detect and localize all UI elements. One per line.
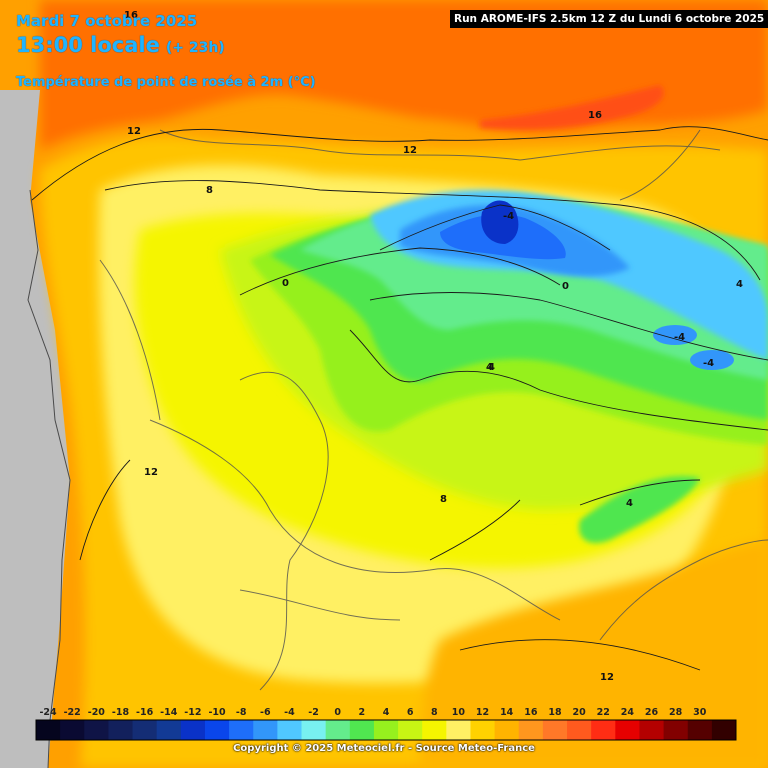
legend-tick-label: -4 [284, 707, 295, 718]
legend-color-box [615, 720, 640, 740]
contour-label: 8 [206, 185, 213, 196]
legend-tick-label: 26 [645, 707, 659, 718]
legend-tick-label: -14 [160, 707, 178, 718]
contour-label: 12 [127, 126, 141, 137]
legend-tick-label: 8 [431, 707, 438, 718]
legend-color-box [180, 720, 206, 740]
land-green-se [579, 476, 700, 544]
legend-color-box [494, 720, 520, 740]
contour-label: 12 [144, 467, 158, 478]
legend-tick-label: -20 [88, 707, 106, 718]
legend-tick-label: -10 [208, 707, 226, 718]
legend-color-box [518, 720, 544, 740]
legend-tick-label: 16 [524, 707, 538, 718]
contour-label: 8 [440, 494, 447, 505]
contour-label: -4 [503, 211, 514, 222]
contour-label: 4 [486, 362, 493, 373]
cold-blue-deep [481, 200, 519, 244]
contour-label: 12 [403, 145, 417, 156]
legend-color-box [108, 720, 134, 740]
legend-color-box [639, 720, 665, 740]
legend-color-box [253, 720, 278, 740]
legend-tick-label: 30 [693, 707, 707, 718]
legend-color-box [542, 720, 568, 740]
grey-strip [0, 90, 70, 768]
legend-tick-label: 18 [548, 707, 562, 718]
cold-spot-east-1 [653, 325, 697, 345]
legend-tick-label: -24 [39, 707, 57, 718]
contour-label: 0 [282, 278, 289, 289]
legend-color-box [60, 720, 85, 740]
legend-tick-label: -6 [260, 707, 271, 718]
contour-label: -4 [703, 358, 714, 369]
legend-color-box [325, 720, 351, 740]
legend-color-box [277, 720, 303, 740]
legend-color-box [301, 720, 327, 740]
legend-color-box [349, 720, 375, 740]
variable-title: Température de point de rosée à 2m (°C) [16, 75, 316, 90]
legend-tick-label: 10 [452, 707, 466, 718]
color-legend: -24 -22 -20 -18 -16 -14 -12 -10 -8 -6 -4 -2 0 2 4 6 8 10 1… [35, 707, 737, 741]
contour-label: 4 [736, 279, 743, 290]
legend-color-box [470, 720, 496, 740]
legend-tick-label: 24 [621, 707, 635, 718]
legend-tick-label: -12 [184, 707, 201, 718]
legend-tick-label: 0 [334, 707, 341, 718]
legend-tick-label: -8 [236, 707, 247, 718]
forecast-time: 13:00 locale (+ 23h) [16, 33, 225, 57]
legend-tick-label: 20 [572, 707, 586, 718]
legend-tick-label: 14 [500, 707, 514, 718]
cold-spot-east-2 [690, 350, 734, 370]
contour-label: 12 [600, 672, 614, 683]
legend-tick-label: 22 [597, 707, 610, 718]
legend-tick-label: 2 [359, 707, 366, 718]
contour-label: -4 [674, 332, 685, 343]
contour-label: 0 [562, 281, 569, 292]
legend-color-box [687, 720, 713, 740]
legend-color-box [711, 720, 737, 740]
run-info: Run AROME-IFS 2.5km 12 Z du Lundi 6 octo… [450, 10, 768, 28]
contour-label: 16 [124, 10, 138, 21]
land-orange-south [420, 540, 768, 768]
legend-color-box [591, 720, 616, 740]
legend-tick-label: -16 [136, 707, 154, 718]
legend-color-box [567, 720, 592, 740]
copyright-text: Copyright © 2025 Meteociel.fr - Source M… [233, 743, 535, 754]
legend-tick-label: 28 [669, 707, 683, 718]
legend-tick-label: 6 [407, 707, 414, 718]
legend-color-box [204, 720, 230, 740]
legend-color-box [132, 720, 158, 740]
lead-time: (+ 23h) [165, 40, 225, 56]
legend-color-box [156, 720, 182, 740]
legend-tick-label: 4 [383, 707, 390, 718]
legend-color-box [398, 720, 423, 740]
contour-label: 16 [588, 110, 602, 121]
legend-frame [35, 719, 737, 741]
legend-tick-label: 12 [476, 707, 489, 718]
legend-color-box [373, 720, 399, 740]
contour-label: 4 [488, 362, 495, 373]
legend-tick-label: -18 [112, 707, 130, 718]
legend-tick-label: -22 [64, 707, 81, 718]
legend-color-box [422, 720, 447, 740]
contour-label: 4 [626, 498, 633, 509]
legend-tick-label: -2 [308, 707, 319, 718]
forecast-date: Mardi 7 octobre 2025 [16, 12, 198, 30]
legend-color-box [36, 720, 61, 740]
legend-color-box [84, 720, 109, 740]
forecast-time-label: 13:00 locale [16, 33, 160, 57]
sea-red-patch [480, 85, 664, 130]
legend-color-box [663, 720, 689, 740]
legend-color-box [446, 720, 471, 740]
legend-color-box [229, 720, 254, 740]
